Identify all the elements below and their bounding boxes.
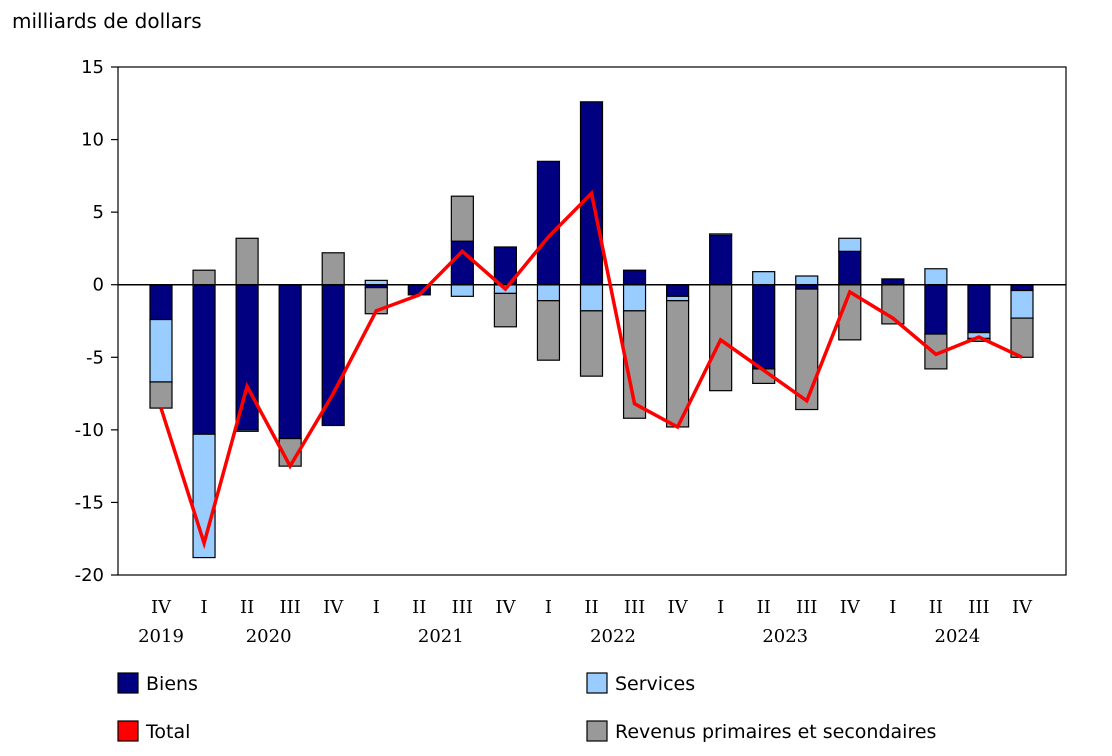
x-quarter-label-15: III [796, 597, 817, 618]
bar-biens-9 [536, 160, 561, 286]
x-quarter-label-6: II [412, 597, 426, 618]
y-tick-label: 5 [93, 202, 104, 223]
x-year-label-2020: 2020 [246, 626, 292, 647]
y-tick-label: -5 [86, 347, 104, 368]
bar-revenus-primaires-et-secondaires-15 [795, 288, 819, 411]
x-quarter-label-10: II [584, 597, 598, 618]
bar-revenus-primaires-et-secondaires-20 [1010, 317, 1034, 358]
legend-swatch-biens [117, 672, 139, 694]
bar-services-15 [795, 275, 819, 286]
bar-biens-18 [924, 284, 948, 335]
bar-revenus-primaires-et-secondaires-10 [579, 310, 604, 377]
legend-label-biens: Biens [146, 673, 198, 695]
bar-biens-20 [1010, 284, 1034, 292]
bar-biens-12 [665, 284, 690, 297]
legend-swatch-revenus-primaires-et-secondaires [586, 720, 608, 742]
bar-services-12 [665, 295, 690, 302]
legend-label-revenus-primaires-et-secondaires: Revenus primaires et secondaires [615, 721, 936, 743]
bar-revenus-primaires-et-secondaires-8 [493, 292, 517, 328]
legend-label-services: Services [615, 673, 695, 695]
bar-revenus-primaires-et-secondaires-2 [235, 237, 259, 286]
x-quarter-label-3: III [279, 597, 300, 618]
y-tick-label: -10 [75, 420, 104, 441]
x-quarter-label-7: III [452, 597, 473, 618]
legend-layer: Biens Services Total Revenus primaires et s… [117, 672, 936, 743]
x-year-label-2022: 2022 [590, 626, 636, 647]
y-axis-layer: 15 10 5 0 -5 -10 -15 -20 [75, 57, 118, 586]
x-quarter-label-11: III [624, 597, 645, 618]
bar-services-7 [450, 284, 474, 297]
bar-revenus-primaires-et-secondaires-13 [709, 284, 733, 392]
x-quarter-label-18: II [929, 597, 943, 618]
x-quarter-label-19: III [968, 597, 989, 618]
x-quarter-label-1: I [200, 597, 207, 618]
bar-biens-17 [881, 278, 905, 286]
bar-revenus-primaires-et-secondaires-1 [192, 269, 216, 286]
legend-label-total: Total [145, 721, 190, 743]
x-quarter-label-13: I [717, 597, 724, 618]
x-quarter-label-12: IV [668, 597, 689, 618]
bar-revenus-primaires-et-secondaires-7 [450, 195, 474, 242]
bar-services-20 [1010, 289, 1034, 319]
bar-biens-11 [622, 269, 647, 286]
bar-services-10 [579, 284, 604, 312]
y-tick-label: -15 [75, 492, 104, 513]
x-quarter-label-14: II [757, 597, 771, 618]
bar-revenus-primaires-et-secondaires-11 [622, 310, 647, 419]
bar-services-14 [752, 271, 776, 286]
x-quarter-label-9: I [545, 597, 552, 618]
bars-layer [149, 101, 1034, 559]
x-year-label-2023: 2023 [762, 626, 808, 647]
x-axis-layer: IV I II III IV I II III IV I II III IV I II III IV I II III… [138, 597, 1033, 647]
bar-biens-1 [192, 284, 216, 435]
bar-revenus-primaires-et-secondaires-0 [149, 381, 173, 409]
x-year-label-2024: 2024 [935, 626, 981, 647]
y-tick-label: 10 [81, 130, 104, 151]
x-quarter-label-8: IV [495, 597, 516, 618]
total-line-layer [159, 189, 1023, 550]
x-quarter-label-2: II [240, 597, 254, 618]
x-quarter-label-0: IV [151, 597, 172, 618]
bar-biens-3 [278, 284, 302, 440]
bar-biens-16 [838, 250, 862, 286]
x-quarter-label-16: IV [840, 597, 861, 618]
bar-biens-13 [709, 234, 733, 286]
y-axis-unit-label: milliards de dollars [12, 9, 202, 33]
bar-biens-14 [752, 284, 776, 370]
x-year-label-2019: 2019 [138, 626, 184, 647]
bar-services-18 [924, 268, 948, 286]
legend-swatch-services [586, 672, 608, 694]
y-tick-label: -20 [75, 565, 104, 586]
y-tick-label: 0 [93, 275, 104, 296]
x-quarter-label-17: I [889, 597, 896, 618]
x-quarter-label-5: I [373, 597, 380, 618]
legend-swatch-total [117, 720, 139, 742]
bar-biens-19 [967, 284, 991, 334]
bar-biens-7 [450, 240, 474, 286]
bar-services-0 [149, 318, 173, 383]
x-quarter-label-20: IV [1012, 597, 1033, 618]
bar-services-11 [622, 284, 647, 312]
y-tick-label: 15 [81, 57, 104, 78]
bar-revenus-primaires-et-secondaires-9 [536, 300, 561, 361]
plot-frame-layer [117, 66, 1067, 576]
bar-services-2 [235, 429, 259, 432]
x-year-label-2021: 2021 [418, 626, 464, 647]
x-quarter-label-4: IV [323, 597, 344, 618]
bar-services-16 [838, 237, 862, 252]
bar-services-13 [709, 233, 733, 236]
bar-revenus-primaires-et-secondaires-4 [321, 252, 345, 286]
bar-biens-0 [149, 284, 173, 321]
plot-frame [117, 66, 1067, 576]
bar-services-9 [536, 284, 561, 302]
